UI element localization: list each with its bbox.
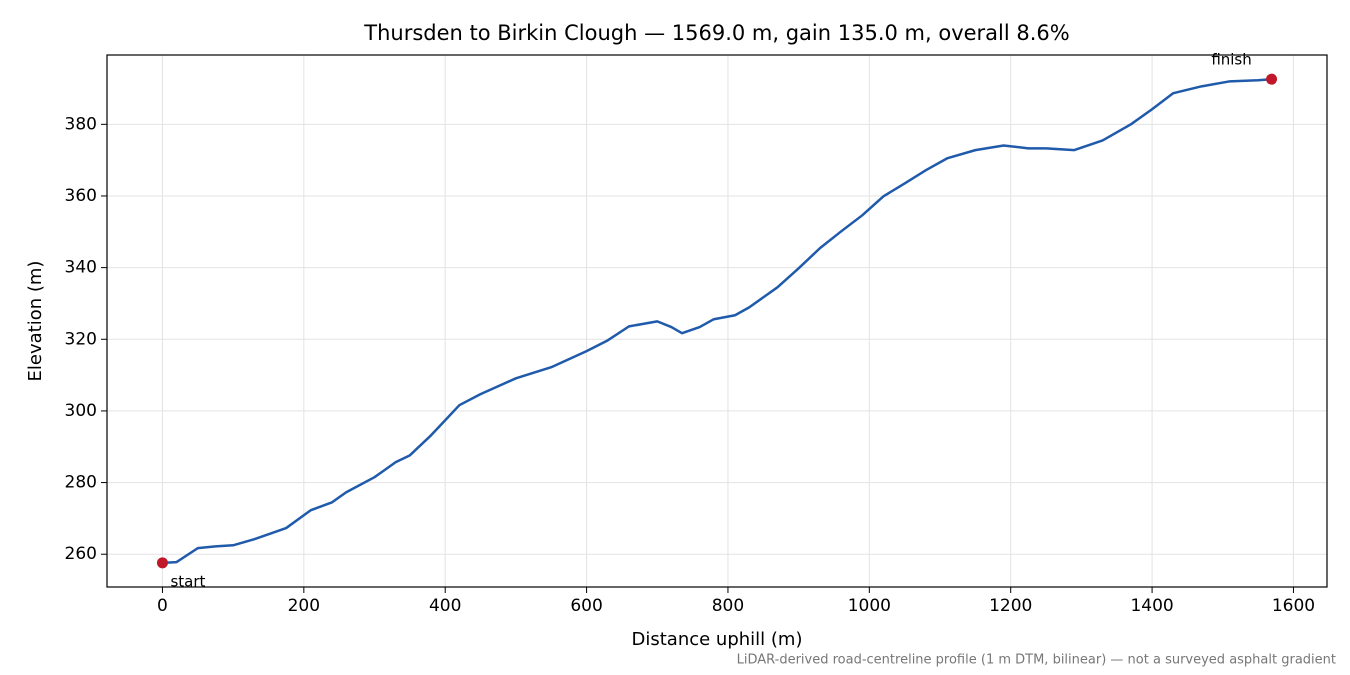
x-tick-label: 1200 (989, 596, 1032, 616)
y-tick-label: 340 (65, 258, 97, 278)
x-tick-label: 800 (712, 596, 744, 616)
endpoint-marker (1266, 73, 1278, 85)
x-tick-label: 1400 (1130, 596, 1173, 616)
plot-frame (106, 54, 1328, 588)
x-tick-label: 0 (157, 596, 168, 616)
x-tick-label: 200 (288, 596, 320, 616)
endpoint-marker (156, 557, 168, 569)
y-tick-label: 360 (65, 186, 97, 206)
annotation: start (170, 572, 205, 590)
elevation-line (162, 77, 1272, 565)
x-axis-label: Distance uphill (m) (632, 629, 803, 650)
y-tick-label: 260 (65, 544, 97, 564)
y-tick-label: 320 (65, 329, 97, 349)
y-tick-label: 380 (65, 114, 97, 134)
x-tick-label: 600 (570, 596, 602, 616)
y-tick-label: 300 (65, 401, 97, 421)
y-axis-label: Elevation (m) (25, 261, 46, 382)
footnote: LiDAR-derived road-centreline profile (1… (737, 653, 1336, 668)
x-tick-label: 1000 (848, 596, 891, 616)
annotation: finish (1211, 51, 1251, 69)
chart-title: Thursden to Birkin Clough — 1569.0 m, ga… (363, 21, 1070, 45)
y-tick-label: 280 (65, 473, 97, 493)
x-tick-label: 1600 (1272, 596, 1315, 616)
x-tick-label: 400 (429, 596, 461, 616)
